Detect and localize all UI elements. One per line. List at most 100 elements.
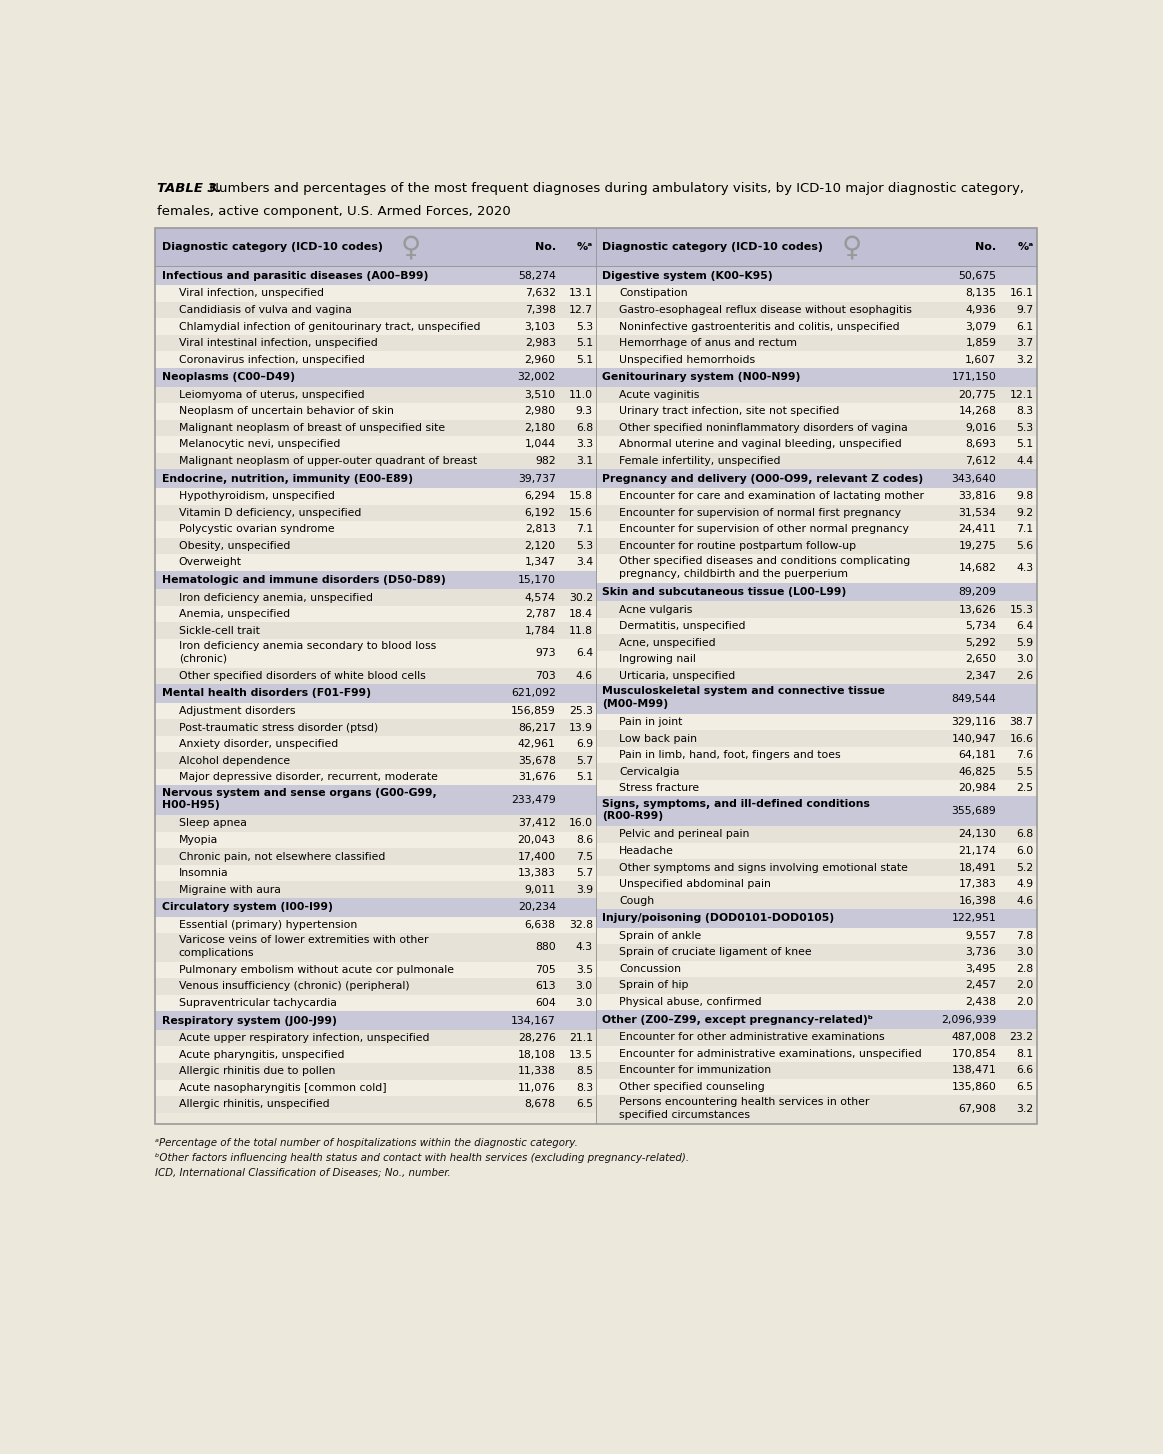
Text: Adjustment disorders: Adjustment disorders — [179, 707, 295, 715]
Text: 17,383: 17,383 — [958, 880, 997, 888]
Text: 5.7: 5.7 — [576, 868, 593, 878]
Text: 15,170: 15,170 — [518, 574, 556, 585]
Text: 2.6: 2.6 — [1016, 670, 1034, 680]
Text: 19,275: 19,275 — [958, 541, 997, 551]
Text: 2,813: 2,813 — [525, 525, 556, 534]
Bar — [156, 387, 595, 403]
Text: 6.9: 6.9 — [576, 739, 593, 749]
Text: 705: 705 — [535, 965, 556, 974]
Text: 13.5: 13.5 — [569, 1050, 593, 1060]
Text: Other specified noninflammatory disorders of vagina: Other specified noninflammatory disorder… — [619, 423, 908, 433]
Text: Other specified disorders of white blood cells: Other specified disorders of white blood… — [179, 670, 426, 680]
Text: 1,859: 1,859 — [965, 339, 997, 348]
Text: Melanocytic nevi, unspecified: Melanocytic nevi, unspecified — [179, 439, 340, 449]
Bar — [156, 899, 595, 916]
Bar — [595, 747, 1036, 763]
Text: 6.0: 6.0 — [1016, 846, 1034, 856]
Bar — [156, 1079, 595, 1096]
Text: 9.3: 9.3 — [576, 406, 593, 416]
Text: Abnormal uterine and vaginal bleeding, unspecified: Abnormal uterine and vaginal bleeding, u… — [619, 439, 902, 449]
Text: Malignant neoplasm of breast of unspecified site: Malignant neoplasm of breast of unspecif… — [179, 423, 444, 433]
Text: Post-traumatic stress disorder (ptsd): Post-traumatic stress disorder (ptsd) — [179, 723, 378, 733]
Text: 6.5: 6.5 — [576, 1099, 593, 1109]
Bar — [595, 266, 1036, 285]
Text: 2.8: 2.8 — [1016, 964, 1034, 974]
Text: No.: No. — [976, 243, 997, 253]
Bar — [595, 521, 1036, 538]
Text: 8,135: 8,135 — [965, 288, 997, 298]
Text: 7.1: 7.1 — [576, 525, 593, 534]
Text: 16.0: 16.0 — [569, 819, 593, 829]
Text: 23.2: 23.2 — [1009, 1032, 1034, 1043]
Text: 33,816: 33,816 — [958, 491, 997, 502]
Text: 21.1: 21.1 — [569, 1034, 593, 1043]
Text: 7.1: 7.1 — [1016, 525, 1034, 534]
Text: Digestive system (K00–K95): Digestive system (K00–K95) — [602, 270, 773, 281]
Bar — [595, 1045, 1036, 1061]
Text: 5.9: 5.9 — [1016, 638, 1034, 647]
Bar — [156, 368, 595, 387]
Bar — [156, 622, 595, 638]
Bar — [156, 865, 595, 881]
Text: Encounter for supervision of normal first pregnancy: Encounter for supervision of normal firs… — [619, 507, 901, 518]
Bar — [156, 683, 595, 702]
Bar — [156, 667, 595, 683]
Bar — [156, 470, 595, 489]
Bar — [595, 436, 1036, 452]
Text: ᵇOther factors influencing health status and contact with health services (exclu: ᵇOther factors influencing health status… — [156, 1153, 690, 1163]
Text: 2,650: 2,650 — [965, 654, 997, 664]
Text: 2,180: 2,180 — [525, 423, 556, 433]
Text: Chronic pain, not elsewhere classified: Chronic pain, not elsewhere classified — [179, 852, 385, 862]
Text: 7,398: 7,398 — [525, 305, 556, 316]
Text: 86,217: 86,217 — [518, 723, 556, 733]
Bar — [595, 1029, 1036, 1045]
Text: Major depressive disorder, recurrent, moderate: Major depressive disorder, recurrent, mo… — [179, 772, 437, 782]
Text: 3.0: 3.0 — [576, 981, 593, 992]
Text: 64,181: 64,181 — [958, 750, 997, 760]
Text: 343,640: 343,640 — [951, 474, 997, 484]
Text: 20,234: 20,234 — [518, 903, 556, 912]
Text: Encounter for routine postpartum follow-up: Encounter for routine postpartum follow-… — [619, 541, 856, 551]
Text: 2,983: 2,983 — [525, 339, 556, 348]
Bar — [595, 285, 1036, 301]
Text: 2,960: 2,960 — [525, 355, 556, 365]
Text: Infectious and parasitic diseases (A00–B99): Infectious and parasitic diseases (A00–B… — [162, 270, 428, 281]
Text: Other (Z00–Z99, except pregnancy-related)ᵇ: Other (Z00–Z99, except pregnancy-related… — [602, 1015, 873, 1025]
Bar — [595, 352, 1036, 368]
Text: Leiomyoma of uterus, unspecified: Leiomyoma of uterus, unspecified — [179, 390, 364, 400]
Bar — [156, 1096, 595, 1112]
Text: 613: 613 — [535, 981, 556, 992]
Text: Overweight: Overweight — [179, 557, 242, 567]
Text: 39,737: 39,737 — [518, 474, 556, 484]
Text: Insomnia: Insomnia — [179, 868, 228, 878]
Text: 17,400: 17,400 — [518, 852, 556, 862]
Text: Female infertility, unspecified: Female infertility, unspecified — [619, 457, 780, 467]
Text: 1,044: 1,044 — [525, 439, 556, 449]
Text: Cough: Cough — [619, 896, 655, 906]
Text: 5.1: 5.1 — [576, 355, 593, 365]
Text: Essential (primary) hypertension: Essential (primary) hypertension — [179, 920, 357, 929]
Text: 18.4: 18.4 — [569, 609, 593, 619]
Text: Viral intestinal infection, unspecified: Viral intestinal infection, unspecified — [179, 339, 378, 348]
Text: Persons encountering health services in other
specified circumstances: Persons encountering health services in … — [619, 1098, 870, 1120]
Text: 7.8: 7.8 — [1016, 931, 1034, 941]
Bar — [156, 285, 595, 301]
Text: 28,276: 28,276 — [518, 1034, 556, 1043]
Bar — [595, 961, 1036, 977]
Text: 5.1: 5.1 — [576, 772, 593, 782]
Text: Hypothyroidism, unspecified: Hypothyroidism, unspecified — [179, 491, 335, 502]
Text: 4.9: 4.9 — [1016, 880, 1034, 888]
Bar — [156, 505, 595, 521]
Bar — [156, 1047, 595, 1063]
Text: 4,936: 4,936 — [965, 305, 997, 316]
Text: 621,092: 621,092 — [511, 688, 556, 698]
Text: 35,678: 35,678 — [518, 756, 556, 766]
Text: 3,510: 3,510 — [525, 390, 556, 400]
Bar — [156, 638, 595, 667]
Bar — [595, 1079, 1036, 1095]
Bar — [156, 1029, 595, 1047]
Text: Diagnostic category (ICD-10 codes): Diagnostic category (ICD-10 codes) — [602, 243, 823, 253]
Bar — [595, 618, 1036, 634]
Text: 7,632: 7,632 — [525, 288, 556, 298]
Text: 6.1: 6.1 — [1016, 321, 1034, 332]
